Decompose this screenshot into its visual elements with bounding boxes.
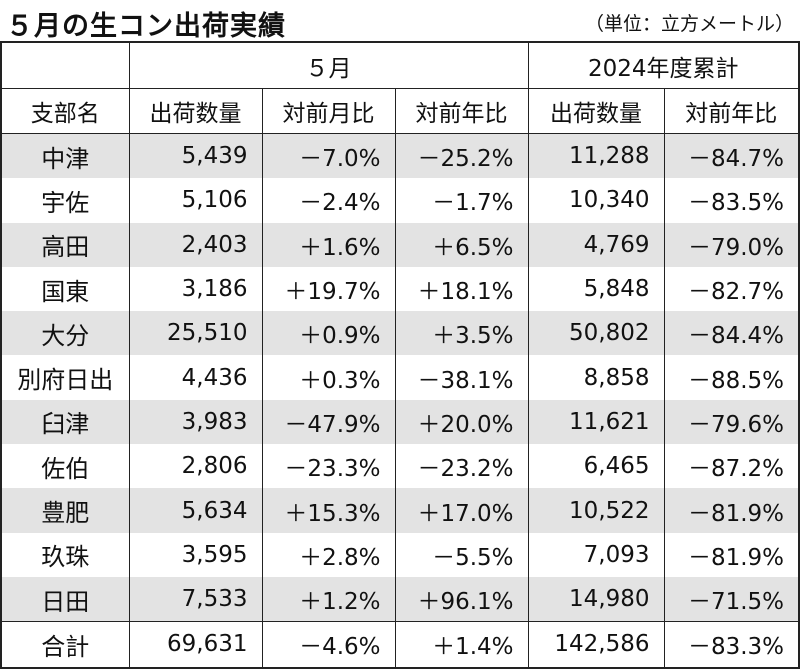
cum-yoy-cell: －84.4% — [664, 311, 800, 356]
cum-yoy-cell: －84.7% — [664, 133, 800, 179]
cum-yoy-cell: －81.9% — [664, 488, 800, 533]
volume-cell: 2,403 — [129, 222, 263, 267]
mom-cell: ＋2.8% — [262, 532, 396, 577]
yoy-cell: ＋6.5% — [395, 222, 529, 267]
mom-cell: ＋0.9% — [262, 311, 396, 356]
table-title: ５月の生コン出荷実績 — [6, 11, 286, 42]
mom-cell: －23.3% — [262, 444, 396, 489]
table-row: 日田 7,533 ＋1.2% ＋96.1% 14,980 －71.5% — [0, 576, 800, 622]
header-cum-yoy: 対前年比 — [664, 88, 800, 134]
cum-volume-cell: 8,858 — [528, 355, 665, 400]
cum-volume-cell: 10,522 — [528, 488, 665, 533]
yoy-cell: －25.2% — [395, 133, 529, 179]
branch-name-cell: 宇佐 — [0, 178, 130, 223]
branch-name-cell: 佐伯 — [0, 444, 130, 489]
volume-cell: 3,983 — [129, 399, 263, 445]
header-group-row: ５月 2024年度累計 — [0, 41, 800, 89]
branch-name-cell: 臼津 — [0, 399, 130, 445]
branch-name-cell: 豊肥 — [0, 488, 130, 533]
yoy-cell: －23.2% — [395, 444, 529, 489]
table-row: 臼津 3,983 －47.9% ＋20.0% 11,621 －79.6% — [0, 399, 800, 445]
cum-volume-cell: 6,465 — [528, 444, 665, 489]
header-yoy: 対前年比 — [395, 88, 529, 134]
volume-cell: 25,510 — [129, 311, 263, 356]
cum-yoy-cell: －88.5% — [664, 355, 800, 400]
branch-name-cell: 合計 — [0, 621, 130, 669]
header-mom: 対前月比 — [262, 88, 396, 134]
volume-cell: 7,533 — [129, 576, 263, 622]
header-volume: 出荷数量 — [129, 88, 263, 134]
branch-name-cell: 国東 — [0, 266, 130, 312]
branch-name-cell: 日田 — [0, 576, 130, 622]
mom-cell: ＋19.7% — [262, 266, 396, 312]
mom-cell: ＋1.2% — [262, 576, 396, 622]
cum-yoy-cell: －71.5% — [664, 576, 800, 622]
cum-volume-cell: 10,340 — [528, 178, 665, 223]
table-row: 宇佐 5,106 －2.4% －1.7% 10,340 －83.5% — [0, 178, 800, 223]
cum-volume-cell: 5,848 — [528, 266, 665, 312]
volume-cell: 2,806 — [129, 444, 263, 489]
mom-cell: －2.4% — [262, 178, 396, 223]
mom-cell: －4.6% — [262, 621, 396, 669]
yoy-cell: ＋20.0% — [395, 399, 529, 445]
table-row: 豊肥 5,634 ＋15.3% ＋17.0% 10,522 －81.9% — [0, 488, 800, 533]
yoy-cell: －1.7% — [395, 178, 529, 223]
table-row: 大分 25,510 ＋0.9% ＋3.5% 50,802 －84.4% — [0, 311, 800, 356]
volume-cell: 5,634 — [129, 488, 263, 533]
volume-cell: 3,595 — [129, 532, 263, 577]
cum-yoy-cell: －79.6% — [664, 399, 800, 445]
branch-name-cell: 中津 — [0, 133, 130, 179]
yoy-cell: ＋3.5% — [395, 311, 529, 356]
cum-volume-cell: 11,621 — [528, 399, 665, 445]
table-row: 別府日出 4,436 ＋0.3% －38.1% 8,858 －88.5% — [0, 355, 800, 400]
mom-cell: ＋15.3% — [262, 488, 396, 533]
cum-volume-cell: 142,586 — [528, 621, 665, 669]
cum-volume-cell: 7,093 — [528, 532, 665, 577]
yoy-cell: －38.1% — [395, 355, 529, 400]
mom-cell: －7.0% — [262, 133, 396, 179]
header-branch: 支部名 — [0, 88, 130, 134]
cum-volume-cell: 4,769 — [528, 222, 665, 267]
table-row: 中津 5,439 －7.0% －25.2% 11,288 －84.7% — [0, 133, 800, 179]
cum-yoy-cell: －87.2% — [664, 444, 800, 489]
shipment-table: ５月 2024年度累計 支部名 出荷数量 対前月比 対前年比 出荷数量 対前年比… — [0, 41, 800, 669]
yoy-cell: －5.5% — [395, 532, 529, 577]
branch-name-cell: 大分 — [0, 311, 130, 356]
mom-cell: ＋0.3% — [262, 355, 396, 400]
mom-cell: ＋1.6% — [262, 222, 396, 267]
yoy-cell: ＋1.4% — [395, 621, 529, 669]
cum-yoy-cell: －83.3% — [664, 621, 800, 669]
cum-volume-cell: 50,802 — [528, 311, 665, 356]
table-body: 中津 5,439 －7.0% －25.2% 11,288 －84.7% 宇佐 5,106 －2.… — [0, 133, 800, 669]
cum-volume-cell: 14,980 — [528, 576, 665, 622]
header-column-row: 支部名 出荷数量 対前月比 対前年比 出荷数量 対前年比 — [0, 88, 800, 134]
volume-cell: 3,186 — [129, 266, 263, 312]
mom-cell: －47.9% — [262, 399, 396, 445]
yoy-cell: ＋17.0% — [395, 488, 529, 533]
unit-note: （単位：立方メートル） — [584, 13, 794, 35]
table-row: 玖珠 3,595 ＋2.8% －5.5% 7,093 －81.9% — [0, 532, 800, 577]
branch-name-cell: 玖珠 — [0, 532, 130, 577]
yoy-cell: ＋18.1% — [395, 266, 529, 312]
header-month-group: ５月 — [129, 41, 529, 89]
volume-cell: 5,106 — [129, 178, 263, 223]
volume-cell: 5,439 — [129, 133, 263, 179]
branch-name-cell: 高田 — [0, 222, 130, 267]
table-row: 高田 2,403 ＋1.6% ＋6.5% 4,769 －79.0% — [0, 222, 800, 267]
cum-volume-cell: 11,288 — [528, 133, 665, 179]
header-blank — [0, 41, 130, 89]
yoy-cell: ＋96.1% — [395, 576, 529, 622]
branch-name-cell: 別府日出 — [0, 355, 130, 400]
volume-cell: 4,436 — [129, 355, 263, 400]
header-cumulative-group: 2024年度累計 — [528, 41, 800, 89]
table-row: 佐伯 2,806 －23.3% －23.2% 6,465 －87.2% — [0, 444, 800, 489]
cum-yoy-cell: －82.7% — [664, 266, 800, 312]
cum-yoy-cell: －79.0% — [664, 222, 800, 267]
header-cum-volume: 出荷数量 — [528, 88, 665, 134]
total-row: 合計 69,631 －4.6% ＋1.4% 142,586 －83.3% — [0, 621, 800, 669]
volume-cell: 69,631 — [129, 621, 263, 669]
cum-yoy-cell: －81.9% — [664, 532, 800, 577]
cum-yoy-cell: －83.5% — [664, 178, 800, 223]
table-row: 国東 3,186 ＋19.7% ＋18.1% 5,848 －82.7% — [0, 266, 800, 312]
